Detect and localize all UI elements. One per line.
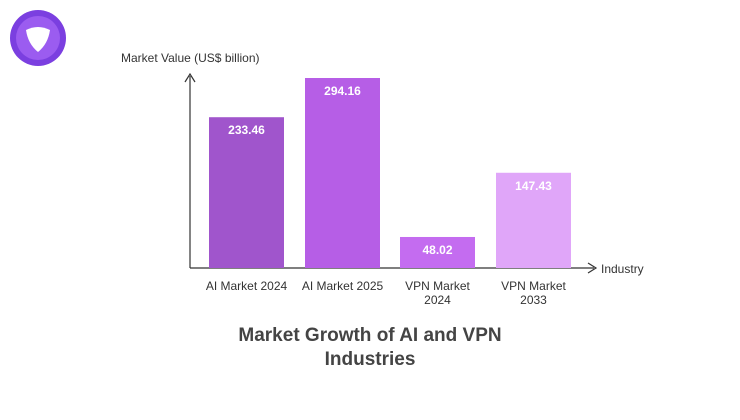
x-tick-label: VPN Market 2024	[405, 279, 470, 307]
x-tick-label: VPN Market 2033	[501, 279, 566, 307]
bar	[496, 172, 571, 268]
x-tick-label: AI Market 2025	[301, 279, 384, 293]
x-axis-title: Industry	[601, 262, 644, 276]
value-label: 233.46	[228, 123, 265, 138]
y-axis-arrow	[184, 72, 196, 83]
y-axis-title: Market Value (US$ billion)	[121, 51, 260, 65]
value-label: 294.16	[324, 84, 361, 98]
chart-title: Market Growth of AI and VPN Industries	[238, 325, 502, 370]
x-axis-arrow	[587, 262, 598, 274]
value-label: 48.02	[422, 242, 453, 257]
value-label: 147.43	[515, 178, 552, 193]
logo	[10, 10, 66, 66]
bar	[209, 117, 284, 269]
x-tick-label: AI Market 2024	[205, 279, 288, 293]
bar	[305, 78, 380, 268]
bar	[400, 236, 475, 268]
